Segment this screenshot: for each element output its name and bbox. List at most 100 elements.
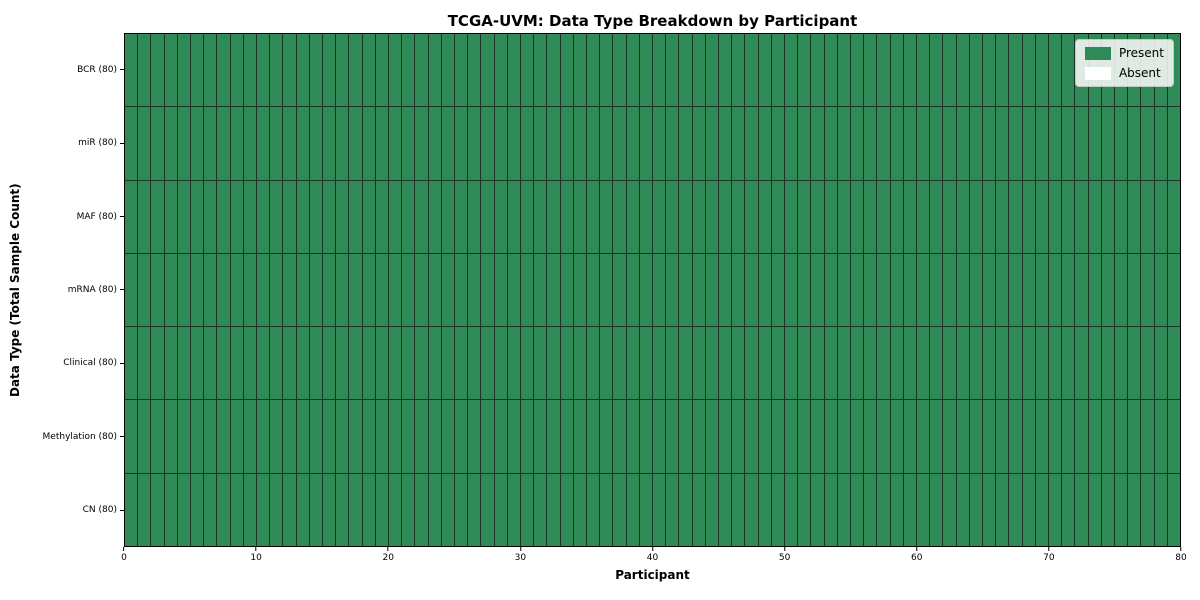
heatmap-cell (441, 107, 454, 180)
heatmap-cell (877, 400, 890, 473)
heatmap-cell (1062, 180, 1075, 253)
heatmap-cell (784, 180, 798, 253)
heatmap-cell (613, 400, 626, 473)
heatmap-cell (151, 34, 164, 107)
heatmap-cell (243, 253, 256, 327)
heatmap-cell (1062, 107, 1075, 180)
heatmap-cell (138, 473, 151, 546)
heatmap-cell (454, 180, 468, 253)
heatmap-cell (138, 34, 151, 107)
heatmap-cell (1009, 473, 1022, 546)
heatmap-cell (982, 400, 996, 473)
heatmap-cell (586, 400, 600, 473)
heatmap-cell (270, 253, 283, 327)
heatmap-cell (1128, 107, 1141, 180)
heatmap-cell (402, 400, 415, 473)
heatmap-cell (864, 473, 877, 546)
heatmap-cell (375, 34, 388, 107)
heatmap-cell (864, 107, 877, 180)
heatmap-cell (164, 327, 177, 400)
heatmap-cell (626, 180, 639, 253)
heatmap-cell (745, 400, 758, 473)
heatmap-cell (903, 253, 916, 327)
heatmap-cell (916, 34, 930, 107)
x-tick-label: 10 (250, 553, 262, 563)
heatmap-cell (679, 180, 692, 253)
heatmap-cell (164, 34, 177, 107)
heatmap-cell (877, 327, 890, 400)
heatmap-cell (652, 180, 666, 253)
heatmap-cell (1101, 473, 1114, 546)
heatmap-cell (771, 180, 784, 253)
heatmap-cell (996, 180, 1009, 253)
y-tick-label: MAF (80) (76, 211, 117, 222)
heatmap-cell (217, 400, 230, 473)
heatmap-cell (468, 107, 481, 180)
y-axis-tick-labels: BCR (80) miR (80) MAF (80) mRNA (80) Clinica… (0, 33, 124, 547)
heatmap-cell (309, 180, 322, 253)
heatmap-cell (243, 180, 256, 253)
heatmap-cell (732, 34, 745, 107)
heatmap-cell (481, 180, 494, 253)
heatmap-cell (270, 107, 283, 180)
heatmap-cell (441, 473, 454, 546)
heatmap-cell (850, 34, 864, 107)
heatmap-cell (692, 34, 705, 107)
heatmap-cell (679, 34, 692, 107)
heatmap-cell (309, 473, 322, 546)
heatmap-cell (1022, 34, 1035, 107)
heatmap-cell (1167, 180, 1180, 253)
heatmap-cell (573, 473, 586, 546)
heatmap-cell (441, 400, 454, 473)
y-tick-label: CN (80) (82, 505, 117, 516)
heatmap-cell (454, 473, 468, 546)
heatmap-cell (270, 180, 283, 253)
heatmap-cell (1114, 253, 1128, 327)
heatmap-cell (1075, 180, 1088, 253)
x-tick-mark (916, 547, 918, 551)
heatmap-cell (402, 107, 415, 180)
heatmap-cell (441, 180, 454, 253)
heatmap-cell (322, 400, 336, 473)
heatmap-cell (388, 400, 402, 473)
heatmap-cell (1035, 400, 1048, 473)
y-tick: MAF (80) (0, 180, 124, 253)
heatmap-cell (916, 327, 930, 400)
heatmap-cell (454, 253, 468, 327)
heatmap-cell (481, 327, 494, 400)
heatmap-cell (1022, 400, 1035, 473)
heatmap-cell (837, 107, 850, 180)
heatmap-cell (415, 473, 428, 546)
heatmap-cell (177, 327, 190, 400)
heatmap-cell (138, 400, 151, 473)
heatmap-cell (1154, 473, 1167, 546)
heatmap-cell (969, 327, 982, 400)
heatmap-cell (468, 34, 481, 107)
heatmap-cell (705, 473, 718, 546)
heatmap-cell (758, 34, 771, 107)
chart-title: TCGA-UVM: Data Type Breakdown by Partici… (447, 12, 858, 30)
x-tick-label: 20 (382, 553, 394, 563)
heatmap-cell (982, 107, 996, 180)
heatmap-cell (125, 473, 138, 546)
heatmap-cell (1154, 180, 1167, 253)
heatmap-cell (151, 327, 164, 400)
heatmap-cell (837, 34, 850, 107)
heatmap-cell (270, 400, 283, 473)
heatmap-cell (903, 34, 916, 107)
heatmap-cell (164, 473, 177, 546)
heatmap-cell (547, 327, 560, 400)
x-tick: 60 (911, 547, 922, 563)
heatmap-cell (758, 107, 771, 180)
heatmap-cell (243, 473, 256, 546)
heatmap-cell (639, 34, 652, 107)
heatmap-cell (230, 253, 243, 327)
heatmap-cell (322, 253, 336, 327)
heatmap-cell (547, 253, 560, 327)
heatmap-cell (283, 180, 296, 253)
heatmap-cell (375, 107, 388, 180)
x-tick: 30 (515, 547, 526, 563)
heatmap-cell (230, 473, 243, 546)
heatmap-cell (230, 34, 243, 107)
heatmap-cell (718, 107, 732, 180)
